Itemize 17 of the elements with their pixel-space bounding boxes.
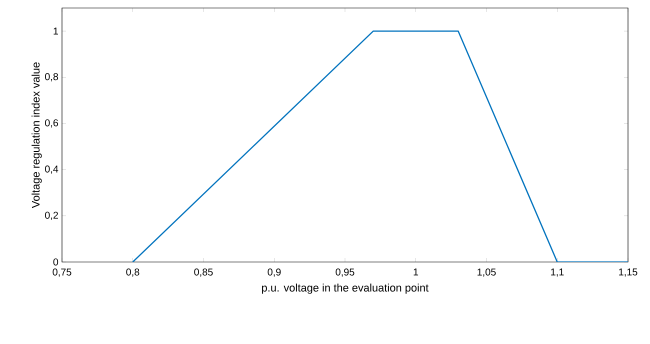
x-tick-label: 1,15 xyxy=(619,268,638,277)
x-tick-label: 1 xyxy=(414,268,418,276)
x-axis-title: p.u. voltage in the evaluation point xyxy=(262,284,429,294)
y-tick-label: 0,4 xyxy=(45,166,58,174)
y-tick-label: 0,2 xyxy=(45,212,58,220)
x-tick-label: 0,95 xyxy=(336,268,354,277)
y-tick-label: 1 xyxy=(54,28,58,35)
x-tick-label: 1,1 xyxy=(551,268,564,277)
x-tick-label: 0,8 xyxy=(126,268,140,277)
y-axis-title: Voltage regulation index value xyxy=(32,62,42,208)
x-tick-label: 1,05 xyxy=(478,268,496,277)
y-tick-label: 0,8 xyxy=(45,73,58,82)
x-tick-label: 0,9 xyxy=(268,268,281,277)
x-tick-label: 0,85 xyxy=(194,268,213,277)
x-tick-label: 0,75 xyxy=(52,268,72,277)
y-tick-label: 0 xyxy=(53,258,58,266)
y-tick-label: 0,6 xyxy=(45,119,58,128)
